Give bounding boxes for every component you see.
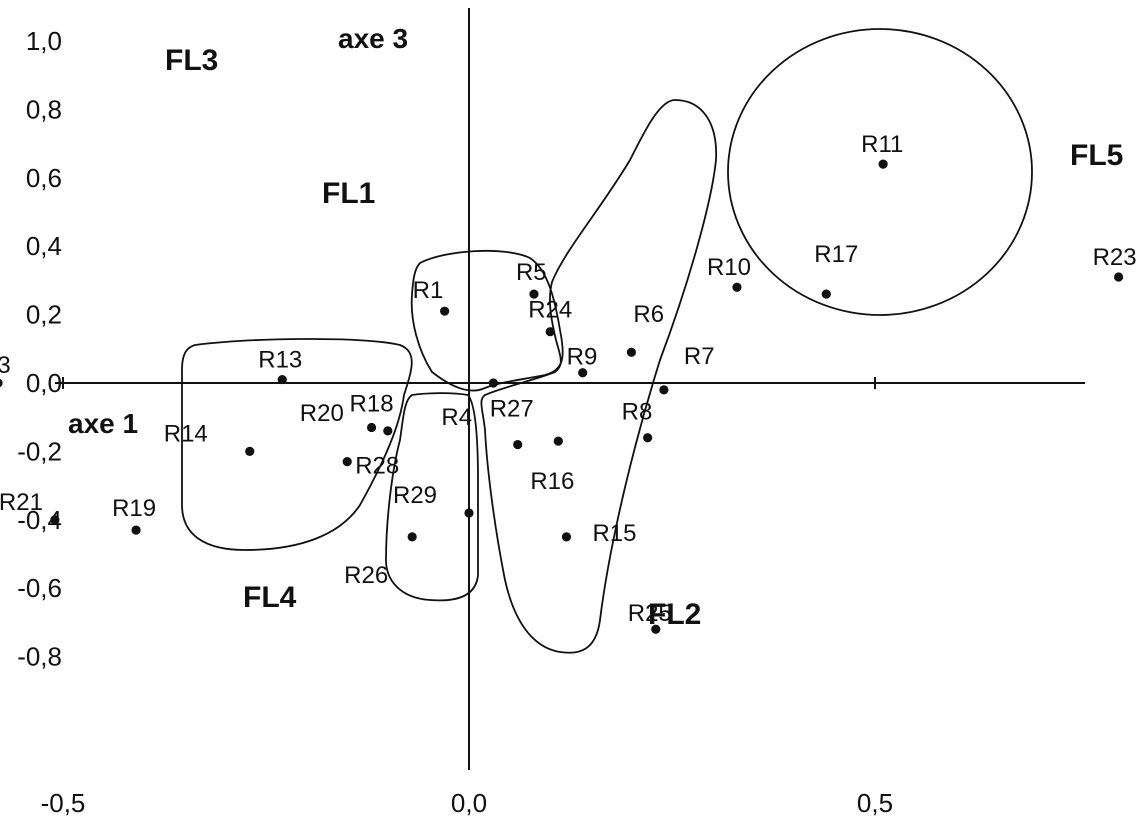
x-ticks [62,377,876,389]
data-point-r25 [651,624,661,634]
point-label-r21: R21 [0,489,43,516]
y-tick-label: -0,6 [17,573,62,603]
cluster-outlines [181,28,1033,654]
point-label-r26: R26 [344,562,388,589]
point-label-r19: R19 [112,495,156,522]
data-point-r23 [1114,272,1124,282]
cluster-outline-fl4 [181,338,413,551]
axes [55,8,1085,770]
group-labels: FL3 FL1 FL5 FL4 FL2 [165,44,1123,631]
y-tick-label: -0,2 [17,436,62,466]
point-label-r24: R24 [528,297,572,324]
data-point-r20 [383,426,393,436]
data-point-r11 [878,159,888,169]
point-label-r25: R25 [628,600,672,627]
y-tick-label: 1,0 [26,26,62,56]
cluster-outline-fl5 [727,28,1033,316]
y-tick-label: 0,8 [26,94,62,124]
data-point-r10 [732,282,742,292]
point-label-r23: R23 [1093,244,1137,271]
data-point-r5 [529,289,539,299]
cluster-outline-fl1 [410,249,564,392]
point-label-r28: R28 [355,453,399,480]
data-point-r27 [513,439,523,450]
point-label-r4: R4 [441,404,472,431]
point-label-r10: R10 [707,254,751,281]
y-tick-label: 0,2 [26,300,62,330]
group-label-fl2: FL2 [648,598,701,631]
cluster-outline-fl2 [480,99,717,654]
y-tick-label: 0,0 [26,368,62,398]
point-label-r27: R27 [490,396,534,423]
y-tick-labels: 1,00,80,60,40,20,0-0,2-0,4-0,6-0,8 [17,26,62,672]
y-tick-label: 0,4 [26,231,62,261]
data-point-r24 [545,327,555,337]
group-label-fl5: FL5 [1070,139,1123,172]
data-point-r18 [366,422,377,433]
data-point-r15 [561,532,572,542]
data-point-r4 [488,378,498,388]
point-label-r29: R29 [393,482,437,509]
data-point-r3 [0,378,3,388]
point-label-r20: R20 [300,400,344,427]
point-label-r6: R6 [633,301,664,328]
point-label-r17: R17 [814,241,858,268]
y-axis-title: axe 3 [338,23,408,54]
data-point-r6 [626,347,637,357]
y-tick-label: -0,8 [17,642,62,672]
data-point-r26 [407,532,417,542]
x-axis-title: axe 1 [68,408,138,439]
point-label-r11: R11 [861,131,903,158]
cluster-outline-fl-mid [385,392,479,602]
data-point-r29 [464,508,474,518]
data-points: R2R12R3R13R14R20R18R21R19R1R4R5R24R6R9R2… [0,131,1137,634]
data-point-r21 [50,515,60,525]
y-tick-label: 0,6 [26,163,62,193]
group-label-fl4: FL4 [243,581,297,614]
point-label-r14: R14 [164,420,208,447]
data-point-r9 [578,368,588,378]
point-label-r8: R8 [622,399,653,426]
x-tick-label: 0,5 [857,788,893,817]
point-label-r15: R15 [592,520,636,547]
point-label-r18: R18 [350,390,394,417]
data-point-r16 [553,436,563,446]
x-tick-label: -0,5 [41,788,86,817]
point-label-r5: R5 [516,259,547,286]
group-label-fl3: FL3 [165,44,218,77]
point-label-r13: R13 [258,347,302,374]
data-point-r17 [821,289,831,299]
data-point-r1 [440,306,450,316]
point-label-r7: R7 [684,343,715,370]
data-point-r28 [342,457,352,467]
point-label-r3: R3 [0,352,11,379]
point-label-r16: R16 [530,468,574,495]
point-label-r1: R1 [413,277,444,304]
x-tick-labels: -1,0-0,50,00,51,01,5 [41,788,893,817]
data-point-r19 [131,525,141,535]
group-label-fl1: FL1 [322,177,375,210]
data-point-r14 [245,446,255,456]
data-point-r13 [277,374,287,385]
data-point-r7 [659,385,669,395]
x-tick-label: 0,0 [451,788,487,817]
data-point-r8 [643,433,653,443]
point-label-r9: R9 [567,344,598,371]
